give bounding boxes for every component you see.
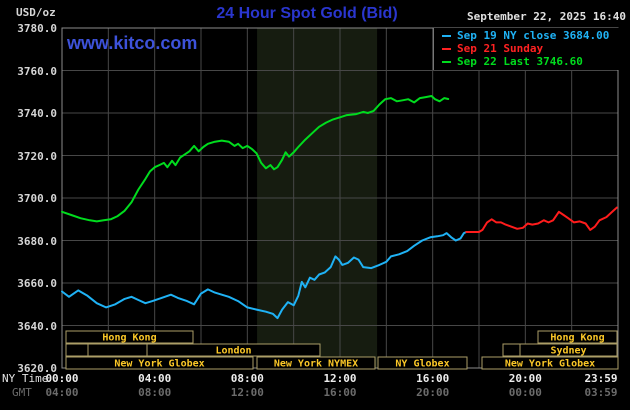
- y-tick-label: 3720.0: [17, 149, 57, 163]
- session-box: [502, 343, 521, 357]
- series-line: [61, 95, 450, 223]
- session-box: [377, 356, 468, 370]
- x-tick-label-ny: 04:00: [138, 372, 172, 385]
- session-box: [146, 343, 321, 357]
- gmt-axis-label: GMT: [12, 386, 32, 399]
- session-label: Hong Kong: [102, 333, 156, 344]
- session-box: [537, 330, 618, 344]
- x-tick-label-ny: 23:59: [584, 372, 618, 385]
- x-tick-label-gmt: 03:59: [584, 386, 618, 399]
- session-box: [481, 356, 619, 370]
- legend: Sep 19 NY close 3684.00 Sep 21 Sunday Sep …: [433, 28, 630, 70]
- page-title: 24 Hour Spot Gold (Bid): [216, 5, 398, 22]
- session-box: [87, 343, 148, 357]
- kitco-watermark: www.kitco.com: [67, 33, 198, 53]
- x-tick-label-ny: 08:00: [230, 372, 264, 385]
- chart-datetime: September 22, 2025 16:40: [467, 10, 626, 23]
- session-box: [65, 330, 194, 344]
- session-label: Hong Kong: [550, 333, 604, 344]
- session-label: New York Globex: [505, 359, 595, 370]
- x-tick-label-gmt: 12:00: [230, 386, 264, 399]
- session-box: [256, 356, 376, 370]
- y-tick-label: 3620.0: [17, 362, 57, 375]
- legend-dash-icon: [442, 47, 451, 50]
- y-tick-label: 3700.0: [17, 192, 57, 205]
- legend-label: Sep 19 NY close 3684.00: [457, 29, 610, 42]
- legend-item: Sep 21 Sunday: [434, 42, 630, 55]
- legend-item: Sep 19 NY close 3684.00: [434, 29, 630, 42]
- ny-time-axis-label: NY Time: [2, 372, 49, 385]
- y-tick-label: 3780.0: [17, 22, 57, 35]
- x-tick-label-gmt: 16:00: [323, 386, 357, 399]
- session-box: [65, 356, 254, 370]
- x-tick-label-gmt: 04:00: [45, 386, 79, 399]
- session-label: Sydney: [550, 346, 586, 357]
- y-tick-label: 3640.0: [17, 319, 57, 333]
- y-tick-label: 3740.0: [17, 107, 57, 120]
- legend-item: Sep 22 Last 3746.60: [434, 55, 630, 68]
- y-tick-label: 3760.0: [17, 64, 57, 78]
- series-line: [465, 206, 618, 233]
- legend-label: Sep 22 Last 3746.60: [457, 55, 583, 68]
- x-tick-label-gmt: 08:00: [138, 386, 172, 399]
- y-tick-label: 3660.0: [17, 277, 57, 290]
- legend-label: Sep 21 Sunday: [457, 42, 544, 55]
- session-label: NY Globex: [395, 359, 449, 370]
- y-tick-label: 3680.0: [17, 234, 57, 248]
- y-axis-unit-label: USD/oz: [16, 6, 56, 19]
- series-line: [61, 231, 468, 320]
- x-tick-label-gmt: 20:00: [416, 386, 450, 399]
- session-box: [519, 343, 618, 357]
- x-tick-label-ny: 00:00: [45, 372, 79, 385]
- session-box: [65, 343, 89, 357]
- legend-dash-icon: [442, 34, 451, 37]
- x-tick-label-ny: 12:00: [323, 372, 357, 385]
- x-tick-label-ny: 20:00: [508, 372, 542, 385]
- session-label: New York NYMEX: [274, 359, 358, 370]
- x-tick-label-gmt: 00:00: [508, 386, 542, 399]
- x-tick-label-ny: 16:00: [416, 372, 450, 385]
- session-label: London: [215, 346, 251, 357]
- session-label: New York Globex: [114, 359, 204, 370]
- legend-dash-icon: [442, 60, 451, 63]
